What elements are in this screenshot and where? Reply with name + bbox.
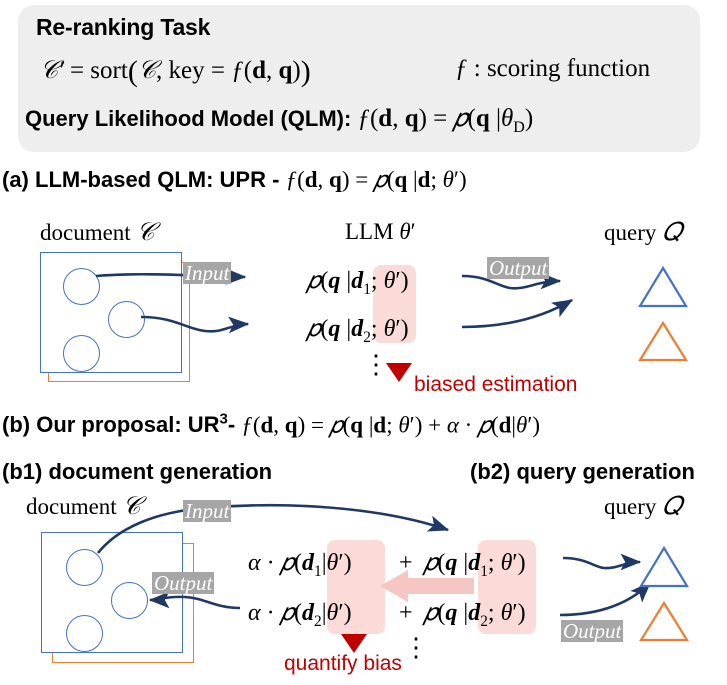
annotation-b: quantify bias	[284, 652, 402, 675]
document-item-a-1	[63, 268, 100, 305]
formula-b-doc-1: α · 𝑝(d1|θ′)	[248, 550, 352, 580]
document-item-b-2	[111, 582, 148, 619]
formula-a-1: 𝑝(q |d1; θ′)	[307, 268, 409, 298]
caption-document-a: document 𝒞	[40, 219, 155, 246]
document-item-b-1	[66, 549, 103, 586]
section-b2-heading: (b2) query generation	[470, 459, 695, 484]
red-pointer-a	[386, 363, 412, 382]
document-item-a-3	[63, 335, 100, 372]
task-panel	[18, 5, 700, 152]
pink-left-arrow	[380, 570, 474, 602]
document-item-a-2	[108, 301, 145, 338]
plus-sign-2: +	[399, 600, 413, 626]
qlm-formula: ƒ(d, q) = 𝑝(q |θD)	[357, 105, 534, 136]
formula-b-query-1: 𝑝(q |d1; θ′)	[424, 550, 526, 580]
tag-input-b: Input	[183, 499, 232, 523]
caption-query-a: query 𝑄	[604, 219, 682, 246]
section-a-formula: ƒ(d, q) = 𝑝(q |d; θ′)	[285, 167, 467, 192]
highlight-b-doc	[327, 540, 385, 634]
vdots-a: ⋮	[363, 350, 389, 379]
sort-formula: 𝒞′ = sort(𝒞, key = ƒ(d, q))	[40, 55, 311, 88]
tag-output-b-right: Output	[561, 619, 624, 643]
document-item-b-3	[66, 615, 103, 652]
tag-output-b-left: Output	[152, 571, 215, 595]
section-b-formula: ƒ(d, q) = 𝑝(q |d; θ′) + α · 𝑝(d|θ′)	[241, 412, 541, 438]
qlm-label: Query Likelihood Model (QLM):	[25, 106, 352, 131]
formula-b-query-2: 𝑝(q |d2; θ′)	[424, 600, 526, 630]
tag-output-a: Output	[487, 256, 550, 280]
section-a-label: (a) LLM-based QLM: UPR -	[2, 167, 280, 192]
qlm-line: Query Likelihood Model (QLM): ƒ(d, q) = …	[25, 105, 533, 137]
section-b-label: (b) Our proposal: UR3-	[2, 411, 236, 438]
section-b1-heading: (b1) document generation	[2, 459, 273, 484]
formula-a-2: 𝑝(q |d2; θ′)	[307, 316, 409, 346]
section-b-heading: (b) Our proposal: UR3- ƒ(d, q) = 𝑝(q |d;…	[2, 411, 540, 438]
highlight-a	[373, 265, 416, 343]
caption-query-b: query 𝑄	[604, 493, 682, 520]
formula-b-doc-2: α · 𝑝(d2|θ′)	[248, 600, 352, 630]
scoring-function-note: ƒ : scoring function	[455, 55, 651, 82]
vdots-b: ⋮	[403, 633, 429, 662]
task-panel-title: Re-ranking Task	[36, 14, 211, 40]
query-triangles-b	[639, 545, 689, 642]
caption-document-b: document 𝒞	[26, 493, 141, 520]
caption-llm-a: LLM θ′	[345, 219, 416, 244]
query-triangles-a	[638, 265, 688, 362]
annotation-a: biased estimation	[414, 373, 578, 396]
tag-input-a: Input	[183, 261, 232, 285]
red-pointer-b	[341, 634, 367, 653]
plus-sign-1: +	[399, 550, 413, 576]
highlight-b-query	[478, 540, 536, 634]
section-a-heading: (a) LLM-based QLM: UPR - ƒ(d, q) = 𝑝(q |…	[2, 167, 467, 193]
